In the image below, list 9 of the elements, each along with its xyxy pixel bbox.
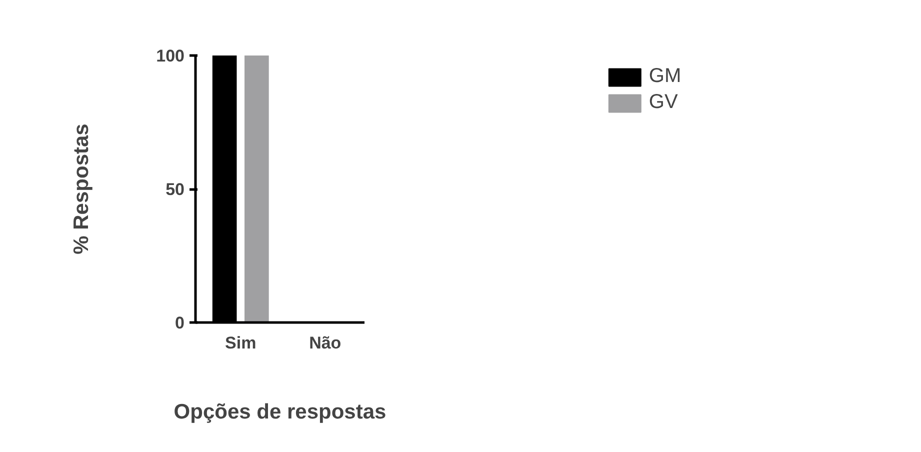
y-tick-label: 0 xyxy=(175,314,185,332)
y-tick-label: 100 xyxy=(156,46,185,66)
x-tick-label: Sim xyxy=(225,334,256,352)
y-axis-title: % Respostas xyxy=(70,124,94,254)
legend-label: GM xyxy=(648,65,682,88)
y-tick-label: 50 xyxy=(166,180,185,199)
x-axis-title: Opções de respostas xyxy=(174,400,386,424)
x-tick-label: Não xyxy=(309,334,342,352)
legend-label: GV xyxy=(648,91,678,114)
